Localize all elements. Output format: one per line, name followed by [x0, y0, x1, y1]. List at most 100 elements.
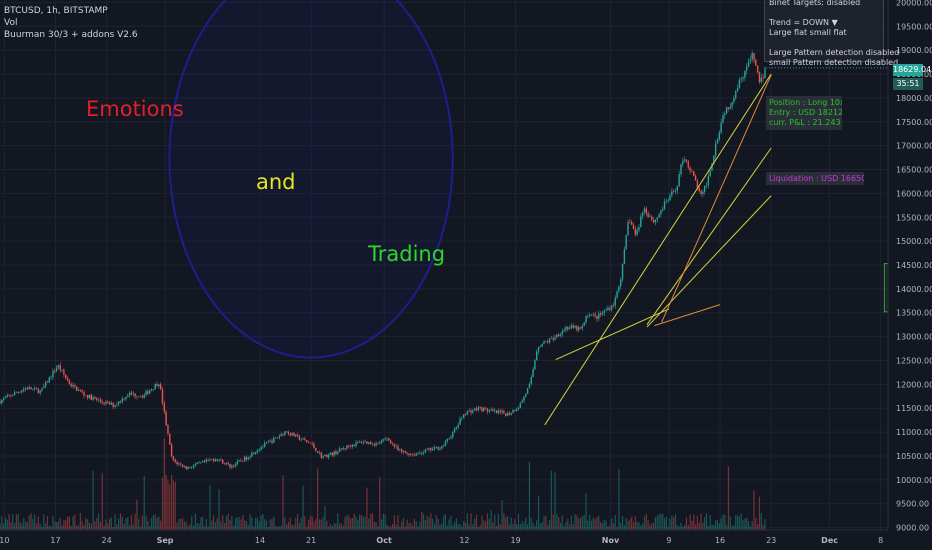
volume-bar [422, 513, 425, 530]
candle-body [745, 66, 748, 71]
volume-bar [693, 514, 695, 530]
volume-bar [678, 526, 680, 530]
target-rectangle[interactable] [883, 263, 889, 313]
candle-body [223, 463, 226, 465]
volume-bar [66, 516, 69, 530]
volume-bar [302, 485, 304, 530]
candle-body [79, 389, 82, 391]
annotation-emotions[interactable]: Emotions [86, 97, 184, 121]
info-line: small Pattern detection disabled [769, 58, 899, 67]
trendline[interactable] [544, 73, 772, 426]
volume-bar [616, 526, 618, 530]
volume-bar [426, 515, 428, 530]
time-axis[interactable]: 10 17 24 Sep 14 21 Oct 12 19 Nov 9 16 23 Dec 8 [0, 529, 888, 545]
candle-body [209, 459, 211, 461]
volume-label[interactable]: Vol [4, 18, 18, 28]
price-tick-label: 12000.00 [896, 380, 932, 389]
candle-body [455, 426, 458, 429]
candle-body [316, 451, 319, 453]
trendline[interactable] [646, 147, 772, 325]
volume-bar [578, 518, 580, 530]
candle-body [147, 391, 149, 394]
candle-body [528, 383, 531, 389]
volume-bar [735, 514, 737, 530]
candle-body [70, 384, 72, 387]
candle-body [477, 407, 480, 411]
candle-body [101, 401, 103, 403]
candle-body [163, 403, 166, 412]
trendline[interactable] [555, 308, 670, 360]
volume-bar [450, 515, 452, 530]
candle-body [671, 191, 673, 196]
volume-bar [163, 438, 165, 530]
candle-body [63, 370, 65, 375]
price-axis[interactable]: 9000.00 9500.00 10000.00 10500.00 11000.00 11… [887, 0, 932, 550]
candle-body [627, 222, 629, 236]
candle-body [539, 346, 542, 348]
candle-body [576, 326, 578, 331]
candle-body [685, 159, 688, 162]
indicator-label[interactable]: Buurman 30/3 + addons V2.6 [4, 30, 138, 40]
volume-bar [23, 518, 25, 530]
volume-bar [225, 516, 227, 530]
volume-bar [236, 516, 238, 530]
volume-bar [656, 516, 658, 530]
volume-bar [694, 524, 697, 530]
volume-bar [26, 522, 28, 530]
rectangle-shape[interactable] [883, 263, 889, 313]
annotation-and[interactable]: and [256, 170, 296, 194]
candle-body [375, 443, 377, 446]
volume-bar [21, 523, 23, 530]
trendline[interactable] [646, 195, 772, 328]
symbol-title[interactable]: BTCUSD, 1h, BITSTAMP [4, 6, 108, 16]
time-tick-label: Nov [602, 536, 620, 545]
volume-bar [90, 523, 92, 530]
emotion-ellipse[interactable] [168, 0, 454, 359]
annotation-trading[interactable]: Trading [368, 242, 446, 266]
volume-bar [475, 514, 478, 530]
volume-bar [34, 514, 36, 530]
candle-body [121, 398, 124, 402]
candle-body [704, 186, 706, 192]
info-line: Large Pattern detection disabled [769, 48, 900, 57]
candle-body [307, 441, 310, 443]
volume-bar [415, 520, 417, 530]
candle-body [556, 334, 558, 338]
trendlines[interactable] [544, 67, 888, 426]
candle-body [660, 210, 662, 215]
candle-body [689, 167, 691, 171]
volume-bar [718, 523, 720, 530]
trendline[interactable] [654, 304, 721, 327]
candle-body [28, 387, 30, 390]
volume-bar [141, 515, 144, 530]
volume-bar [37, 516, 39, 530]
candle-body [326, 454, 328, 458]
candle-body [446, 438, 448, 441]
volume-bar [172, 480, 175, 530]
candle-body [707, 175, 710, 186]
ellipse-shape[interactable] [168, 0, 454, 359]
volume-bar [702, 523, 704, 530]
volume-bar [490, 510, 492, 530]
trendline[interactable] [661, 74, 772, 323]
volume-bar [393, 515, 395, 530]
candle-body [515, 409, 518, 411]
volume-bar [211, 520, 213, 530]
candle-body [329, 452, 332, 455]
volume-bar [97, 513, 100, 530]
volume-bar [733, 525, 735, 530]
volume-bar [589, 514, 591, 530]
candle-body [430, 448, 432, 451]
volume-bar [430, 513, 432, 530]
volume-bar [399, 526, 401, 530]
candle-body [519, 402, 522, 408]
candle-body [616, 291, 618, 298]
candle-body [749, 59, 752, 62]
volume-bar [448, 519, 450, 530]
volume-bar [651, 523, 653, 530]
candle-body [271, 440, 273, 443]
volume-bar [746, 517, 748, 530]
volume-bar [674, 514, 677, 530]
candle-body [431, 448, 434, 451]
